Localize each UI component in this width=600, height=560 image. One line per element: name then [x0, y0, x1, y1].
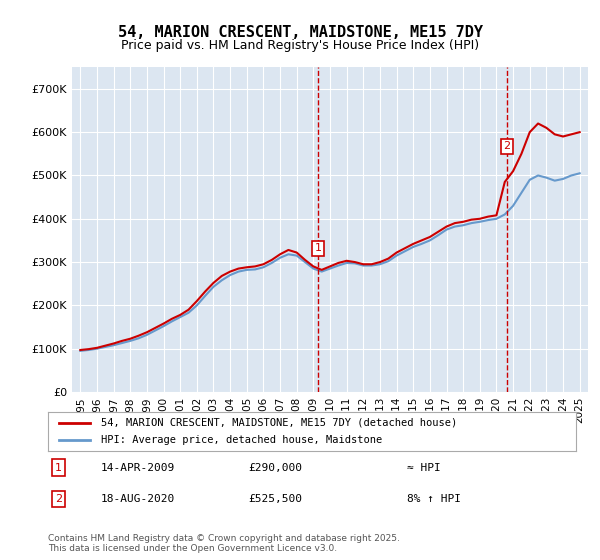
Text: 1: 1: [55, 463, 62, 473]
Text: 2: 2: [55, 494, 62, 504]
Text: 8% ↑ HPI: 8% ↑ HPI: [407, 494, 461, 504]
Text: HPI: Average price, detached house, Maidstone: HPI: Average price, detached house, Maid…: [101, 435, 382, 445]
Text: 2: 2: [503, 142, 511, 151]
Text: 54, MARION CRESCENT, MAIDSTONE, ME15 7DY (detached house): 54, MARION CRESCENT, MAIDSTONE, ME15 7DY…: [101, 418, 457, 428]
Text: £525,500: £525,500: [248, 494, 302, 504]
Text: 1: 1: [314, 244, 322, 254]
Text: 14-APR-2009: 14-APR-2009: [101, 463, 175, 473]
Text: £290,000: £290,000: [248, 463, 302, 473]
Text: Contains HM Land Registry data © Crown copyright and database right 2025.
This d: Contains HM Land Registry data © Crown c…: [48, 534, 400, 553]
Text: 18-AUG-2020: 18-AUG-2020: [101, 494, 175, 504]
Text: 54, MARION CRESCENT, MAIDSTONE, ME15 7DY: 54, MARION CRESCENT, MAIDSTONE, ME15 7DY: [118, 25, 482, 40]
Text: Price paid vs. HM Land Registry's House Price Index (HPI): Price paid vs. HM Land Registry's House …: [121, 39, 479, 52]
Text: ≈ HPI: ≈ HPI: [407, 463, 441, 473]
